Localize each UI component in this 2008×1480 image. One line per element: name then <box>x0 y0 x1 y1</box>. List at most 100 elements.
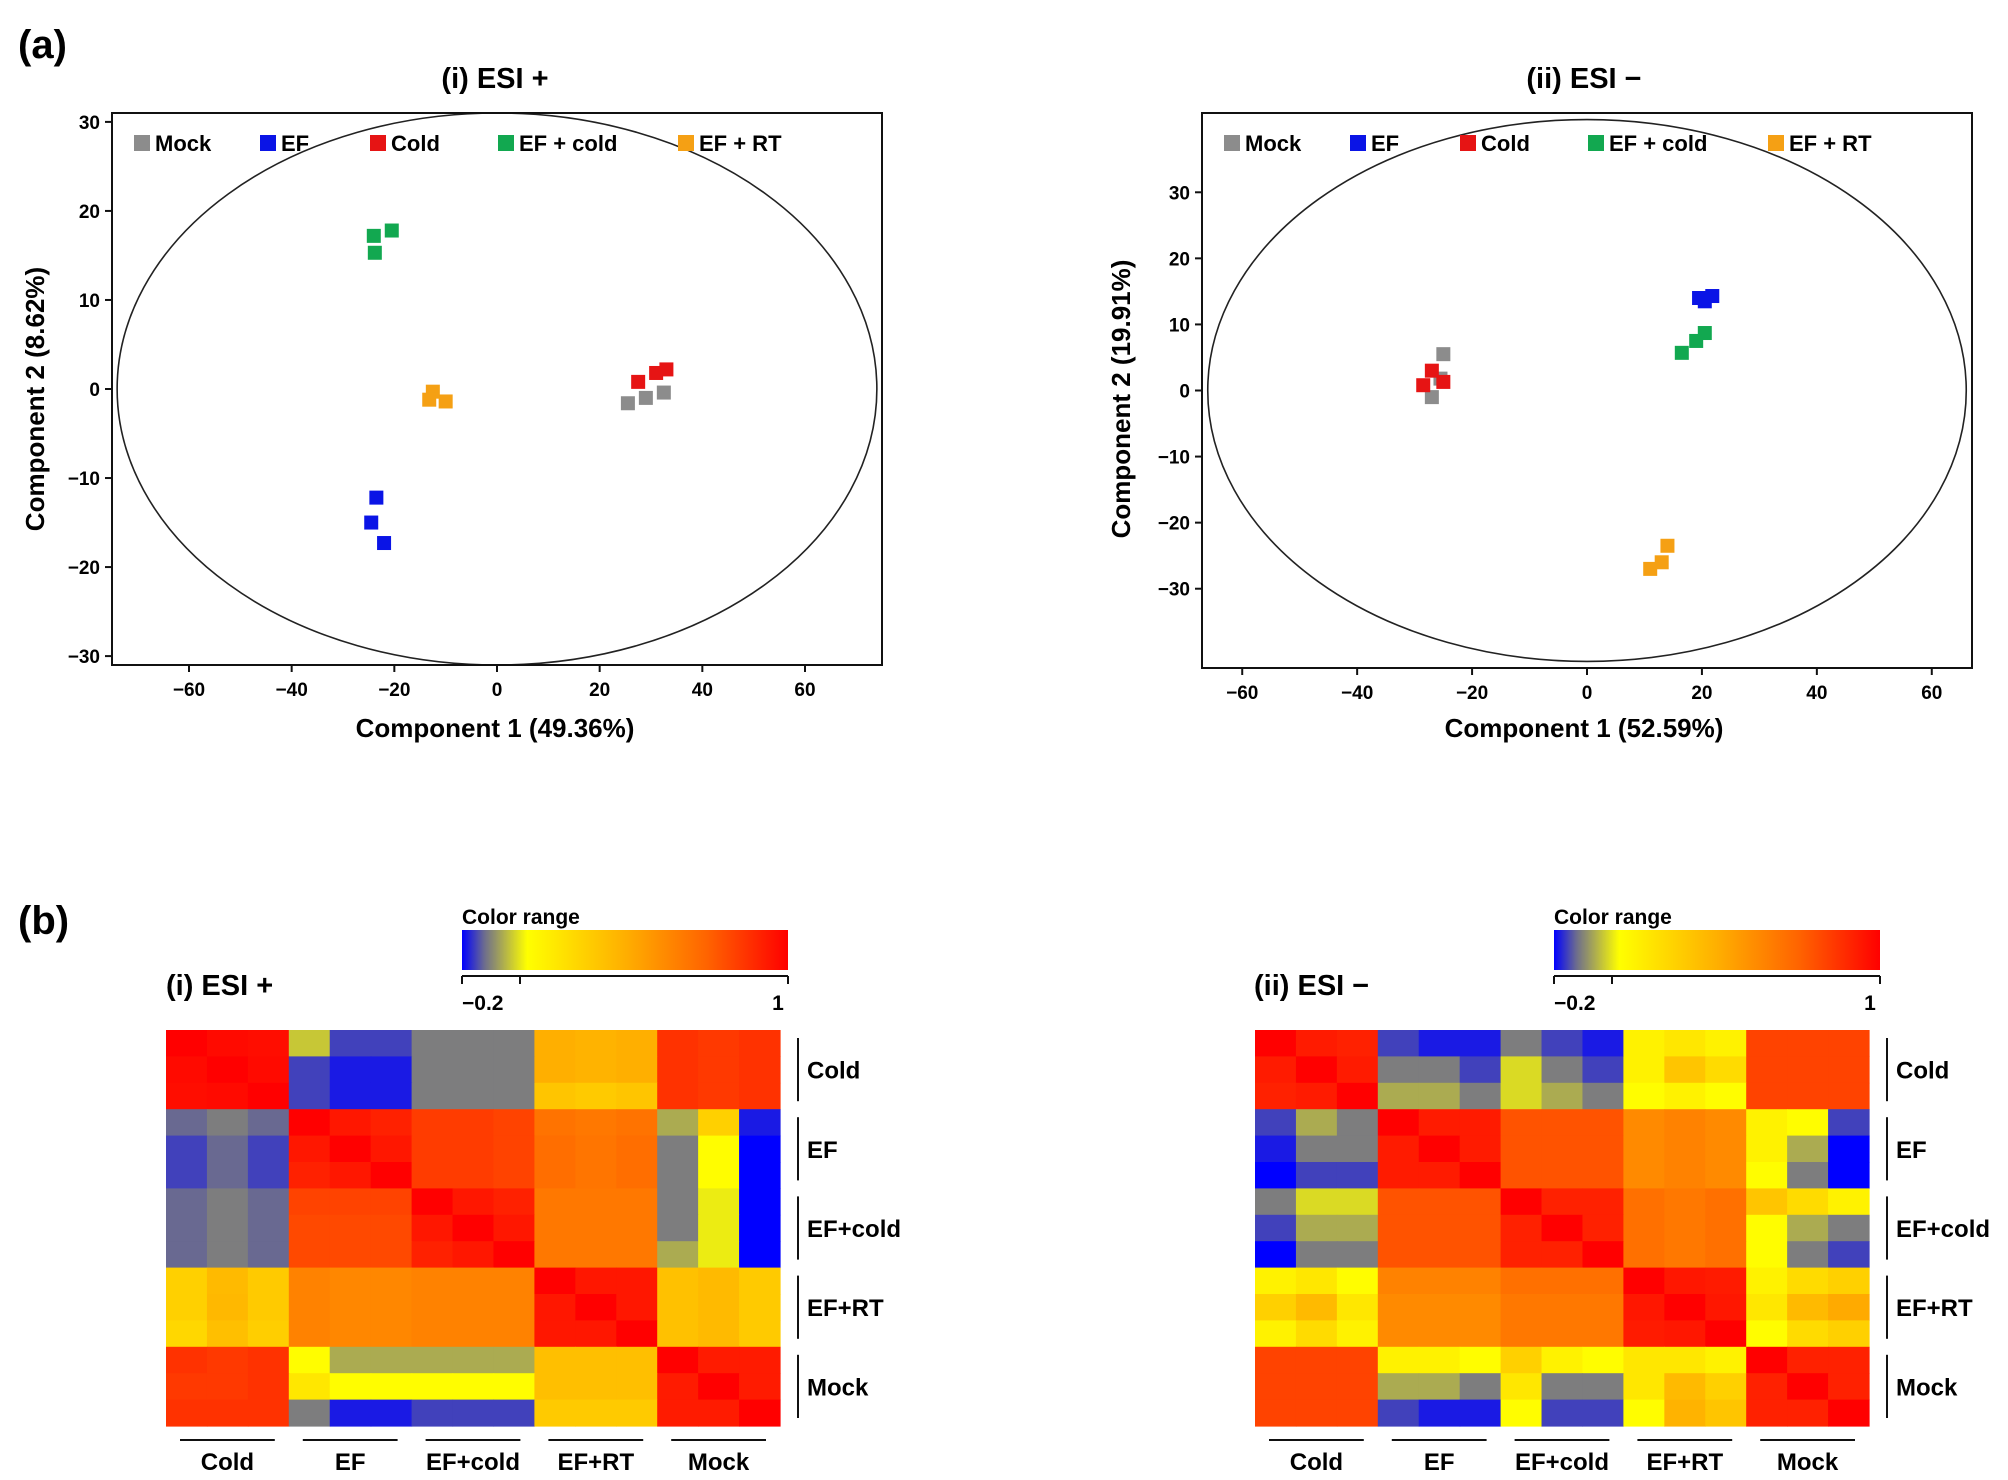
heatmap-cell <box>739 1135 781 1163</box>
heatmap-cell <box>247 1214 290 1242</box>
legend-label-ef-plus-rt: EF + RT <box>699 131 782 156</box>
heatmap-cell <box>1418 1162 1461 1189</box>
heatmap-cell <box>247 1188 290 1216</box>
row-group-label-ef-plus-cold: EF+cold <box>807 1216 901 1243</box>
heatmap-cell <box>1541 1162 1584 1189</box>
heatmap-cell <box>534 1320 576 1348</box>
heatmap-cell <box>493 1162 535 1189</box>
heatmap-cell <box>657 1056 699 1084</box>
heatmap-cell <box>288 1135 331 1163</box>
colorbar <box>1554 930 1880 970</box>
legend-swatch-ef-plus-rt <box>678 135 694 151</box>
heatmap-cell <box>1582 1399 1624 1427</box>
heatmap-cell <box>739 1320 781 1348</box>
heatmap-cell <box>1828 1162 1870 1189</box>
heatmap-cell <box>370 1030 413 1057</box>
heatmap-cell <box>1541 1399 1584 1427</box>
heatmap-cell <box>1336 1346 1379 1374</box>
heatmap-cell <box>247 1056 290 1084</box>
heatmap-cell <box>1541 1109 1584 1137</box>
heatmap-cell <box>698 1320 740 1348</box>
point-cold <box>659 362 674 377</box>
heatmap-cell <box>1459 1188 1502 1216</box>
heatmap-cell <box>1541 1188 1584 1216</box>
heatmap-cell <box>1295 1241 1338 1269</box>
heatmap-cell <box>534 1056 576 1084</box>
heatmap-cell <box>1500 1214 1543 1242</box>
heatmap-cell <box>1336 1399 1379 1427</box>
heatmap-cell <box>1705 1135 1747 1163</box>
heatmap-cell <box>1705 1294 1747 1321</box>
row-group-label-ef-plus-rt: EF+RT <box>1896 1295 1973 1322</box>
heatmap-cell <box>206 1030 249 1057</box>
legend-label-ef: EF <box>281 131 309 156</box>
point-cold <box>1416 378 1431 393</box>
heatmap-cell <box>329 1267 372 1295</box>
legend-label-cold: Cold <box>391 131 440 156</box>
row-group-label-cold: Cold <box>807 1058 860 1085</box>
heatmap-cell <box>1377 1241 1420 1269</box>
point-mock <box>1424 390 1439 405</box>
heatmap-cell <box>698 1082 740 1110</box>
legend-label-ef-plus-cold: EF + cold <box>519 131 617 156</box>
heatmap-cell <box>1582 1109 1624 1137</box>
heatmap-cell <box>288 1373 331 1401</box>
heatmap-cell <box>370 1188 413 1216</box>
heatmap-cell <box>411 1056 454 1084</box>
heatmap-cell <box>493 1135 535 1163</box>
y-tick-label: −20 <box>68 558 100 579</box>
heatmap-cell <box>411 1188 454 1216</box>
legend-label-mock: Mock <box>155 131 212 156</box>
heatmap-cell <box>1541 1373 1584 1401</box>
heatmap-cell <box>1541 1214 1584 1242</box>
point-ef-plus-rt <box>422 392 437 407</box>
heatmap-cell <box>411 1399 454 1427</box>
heatmap-cell <box>1705 1082 1747 1110</box>
panel-a-label: (a) <box>18 23 67 67</box>
heatmap-cell <box>1582 1346 1624 1374</box>
heatmap-cell <box>370 1082 413 1110</box>
heatmap-cell <box>575 1399 617 1427</box>
heatmap-cell <box>698 1373 740 1401</box>
point-mock <box>638 390 653 405</box>
heatmap-cell <box>1255 1109 1297 1137</box>
y-tick-label: −30 <box>1158 580 1190 601</box>
heatmap-cell <box>247 1399 290 1427</box>
heatmap-cell <box>1255 1082 1297 1110</box>
heatmap-cell <box>1828 1320 1870 1348</box>
heatmap-cell <box>1377 1162 1420 1189</box>
heatmap-cell <box>1418 1346 1461 1374</box>
heatmap-cell <box>1746 1241 1788 1269</box>
heatmap-cell <box>452 1056 495 1084</box>
heatmap-cell <box>166 1162 208 1189</box>
heatmap-cell <box>1623 1056 1665 1084</box>
heatmap-cell <box>329 1346 372 1374</box>
heatmap-cell <box>166 1082 208 1110</box>
heatmap-cell <box>1623 1135 1665 1163</box>
heatmap-cell <box>411 1320 454 1348</box>
heatmap-cell <box>534 1109 576 1137</box>
heatmap-cell <box>206 1294 249 1321</box>
chart-title: (i) ESI + <box>441 63 548 95</box>
heatmap-cell <box>206 1056 249 1084</box>
heatmap-cell <box>1459 1056 1502 1084</box>
heatmap-cell <box>370 1214 413 1242</box>
x-tick-label: 0 <box>492 680 503 701</box>
x-tick-label: −40 <box>276 680 308 701</box>
col-group-label-ef-plus-rt: EF+RT <box>557 1449 634 1476</box>
heatmap-cell <box>1459 1135 1502 1163</box>
heatmap-cell <box>452 1109 495 1137</box>
heatmap-cell <box>166 1346 208 1374</box>
heatmap-cell <box>329 1109 372 1137</box>
heatmap-cell <box>575 1056 617 1084</box>
chart-title: (ii) ESI − <box>1526 63 1641 95</box>
heatmap-cell <box>1418 1241 1461 1269</box>
legend-swatch-mock <box>1224 135 1240 151</box>
heatmap-cell <box>411 1294 454 1321</box>
heatmap-cell <box>288 1320 331 1348</box>
heatmap-cell <box>1746 1214 1788 1242</box>
heatmap-cell <box>1828 1135 1870 1163</box>
heatmap-cell <box>1500 1188 1543 1216</box>
heatmap-cell <box>206 1214 249 1242</box>
heatmap-cell <box>1459 1294 1502 1321</box>
